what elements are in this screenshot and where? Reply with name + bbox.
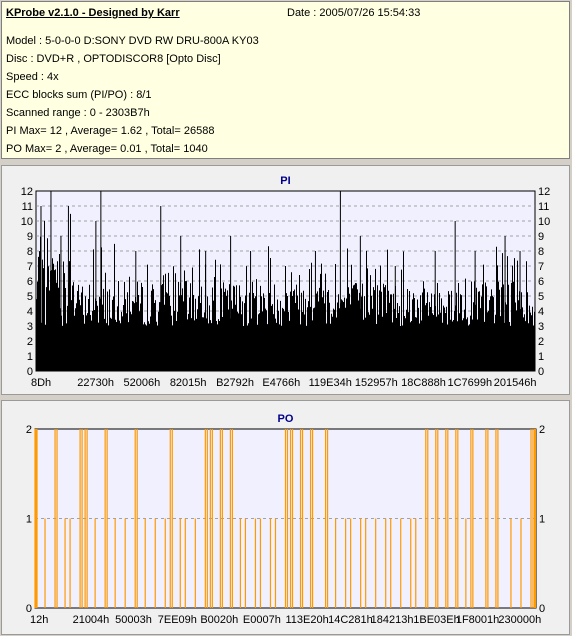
x-tick-label: 119E34h (309, 377, 352, 389)
po-stats-line: PO Max= 2 , Average= 0.01 , Total= 1040 (6, 143, 208, 155)
y-tick-label-right: 11 (538, 201, 549, 213)
x-tick-label: 14C281h (328, 614, 373, 626)
y-tick-label-right: 0 (539, 603, 545, 615)
y-tick-label-right: 2 (538, 336, 544, 348)
y-tick-label-right: 4 (538, 306, 544, 318)
y-tick-label-right: 3 (538, 321, 544, 333)
x-tick-label: 7EE09h (158, 614, 197, 626)
y-tick-label-left: 9 (27, 231, 33, 243)
pi-chart-panel: PI 0 0 1 1 2 2 3 3 4 4 5 5 6 6 7 7 8 8 9 9 10 10 11 11 12 12 8Dh 227… (1, 165, 570, 395)
model-line: Model : 5-0-0-0 D:SONY DVD RW DRU-800A K… (6, 35, 259, 47)
x-tick-label: 201546h (494, 377, 537, 389)
y-tick-label-right: 0 (538, 366, 544, 378)
x-tick-label: 18C888h (401, 377, 446, 389)
y-tick-label-right: 7 (538, 261, 544, 273)
y-tick-label-left: 0 (26, 603, 32, 615)
y-tick-label-right: 5 (538, 291, 544, 303)
x-tick-label: 50003h (115, 614, 152, 626)
x-tick-label: 152957h (355, 377, 398, 389)
x-tick-label: 21004h (73, 614, 110, 626)
y-tick-label-left: 0 (27, 366, 33, 378)
chart-title: PI (280, 175, 290, 187)
y-tick-label-left: 11 (22, 201, 33, 213)
x-tick-label: E0007h (243, 614, 281, 626)
y-tick-label-right: 8 (538, 246, 544, 258)
y-tick-label-right: 12 (538, 186, 550, 198)
y-tick-label-left: 10 (21, 216, 33, 228)
po-bars (34, 429, 536, 608)
speed-line: Speed : 4x (6, 71, 59, 83)
y-tick-label-left: 1 (27, 351, 33, 363)
y-tick-label-left: 2 (27, 336, 33, 348)
x-tick-label: 52006h (124, 377, 161, 389)
pi-stats-line: PI Max= 12 , Average= 1.62 , Total= 2658… (6, 125, 215, 137)
scan-date: Date : 2005/07/26 15:54:33 (287, 7, 421, 19)
x-tick-label: 12h (30, 614, 48, 626)
y-tick-label-left: 6 (27, 276, 33, 288)
y-tick-label-right: 6 (538, 276, 544, 288)
y-tick-label-left: 3 (27, 321, 33, 333)
disc-line: Disc : DVD+R , OPTODISCOR8 [Opto Disc] (6, 53, 221, 65)
x-tick-label: 22730h (77, 377, 114, 389)
x-tick-label: B2792h (216, 377, 254, 389)
y-tick-label-right: 2 (539, 424, 545, 436)
y-tick-label-right: 1 (538, 351, 544, 363)
po-chart-panel: PO 0 0 1 1 2 2 12h 21004h 50003h 7EE09h B0020h E0007… (1, 400, 570, 635)
y-tick-label-left: 12 (21, 186, 33, 198)
x-tick-label: 1C7699h (447, 377, 492, 389)
y-tick-label-left: 2 (26, 424, 32, 436)
x-tick-label: 8Dh (31, 377, 51, 389)
info-panel: KProbe v2.1.0 - Designed by Karr Date : … (1, 1, 570, 159)
x-tick-label: 82015h (170, 377, 207, 389)
x-tick-label: 113E20h (286, 614, 329, 626)
y-tick-label-left: 1 (26, 514, 32, 526)
range-line: Scanned range : 0 - 2303B7h (6, 107, 150, 119)
chart-title: PO (278, 413, 294, 425)
x-tick-label: B0020h (200, 614, 238, 626)
y-tick-label-left: 8 (27, 246, 33, 258)
x-tick-label: 184213h (371, 614, 414, 626)
po-chart: PO 0 0 1 1 2 2 12h 21004h 50003h 7EE09h B0020h E0007… (26, 413, 545, 626)
y-tick-label-right: 10 (538, 216, 550, 228)
x-tick-label: 230000h (498, 614, 541, 626)
x-tick-label: 1F8001h (456, 614, 499, 626)
x-tick-label: 1BE03Eh (413, 614, 459, 626)
ecc-line: ECC blocks sum (PI/PO) : 8/1 (6, 89, 152, 101)
y-tick-label-left: 4 (27, 306, 33, 318)
y-tick-label-left: 7 (27, 261, 33, 273)
y-tick-label-right: 1 (539, 514, 545, 526)
pi-bars (36, 191, 535, 371)
y-tick-label-left: 5 (27, 291, 33, 303)
x-tick-label: E4766h (262, 377, 300, 389)
app-title: KProbe v2.1.0 - Designed by Karr (6, 7, 180, 19)
y-tick-label-right: 9 (538, 231, 544, 243)
